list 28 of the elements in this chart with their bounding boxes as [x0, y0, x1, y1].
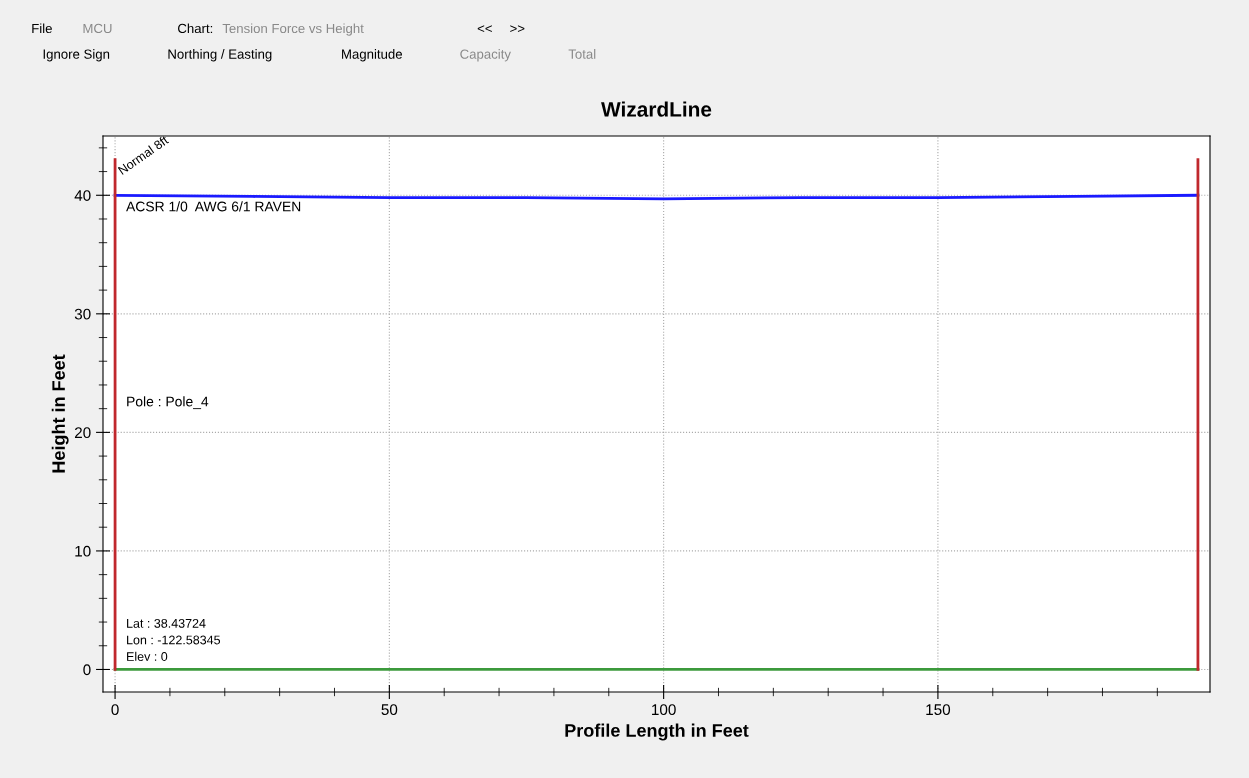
text: Total — [568, 49, 596, 59]
y-tick-label: 40 — [74, 190, 91, 201]
series-label: ACSR 1/0 AWG 6/1 RAVEN — [126, 201, 301, 212]
y-tick-label: 10 — [75, 545, 91, 557]
y-axis-title: Height in Feet — [51, 354, 69, 473]
text: << — [477, 25, 492, 32]
x-tick-label: 100 — [652, 704, 676, 716]
x-tick-label: 50 — [381, 704, 398, 716]
text: Tension Force vs Height — [222, 23, 364, 36]
y-tick-label: 30 — [74, 308, 91, 320]
y-tick-label: 0 — [83, 664, 91, 676]
annotation: Lat : 38.43724 — [127, 618, 206, 628]
x-tick-label: 0 — [111, 704, 119, 716]
text: Capacity — [460, 49, 511, 62]
x-axis-title: Profile Length in Feet — [565, 723, 749, 741]
text: Northing / Easting — [168, 49, 272, 62]
text: File — [32, 23, 52, 34]
text: Ignore Sign — [43, 49, 110, 62]
text: Magnitude — [342, 49, 403, 62]
annotation: Lon : -122.58345 — [127, 635, 221, 645]
text: MCU — [83, 23, 112, 34]
series-label: Pole : Pole_4 — [127, 396, 209, 410]
text: >> — [510, 25, 525, 32]
chart-title: WizardLine — [601, 101, 712, 117]
annotation: Elev : 0 — [127, 651, 168, 661]
y-tick-label: 20 — [74, 427, 91, 439]
x-tick-label: 150 — [926, 704, 951, 716]
text: Chart: — [178, 23, 213, 34]
